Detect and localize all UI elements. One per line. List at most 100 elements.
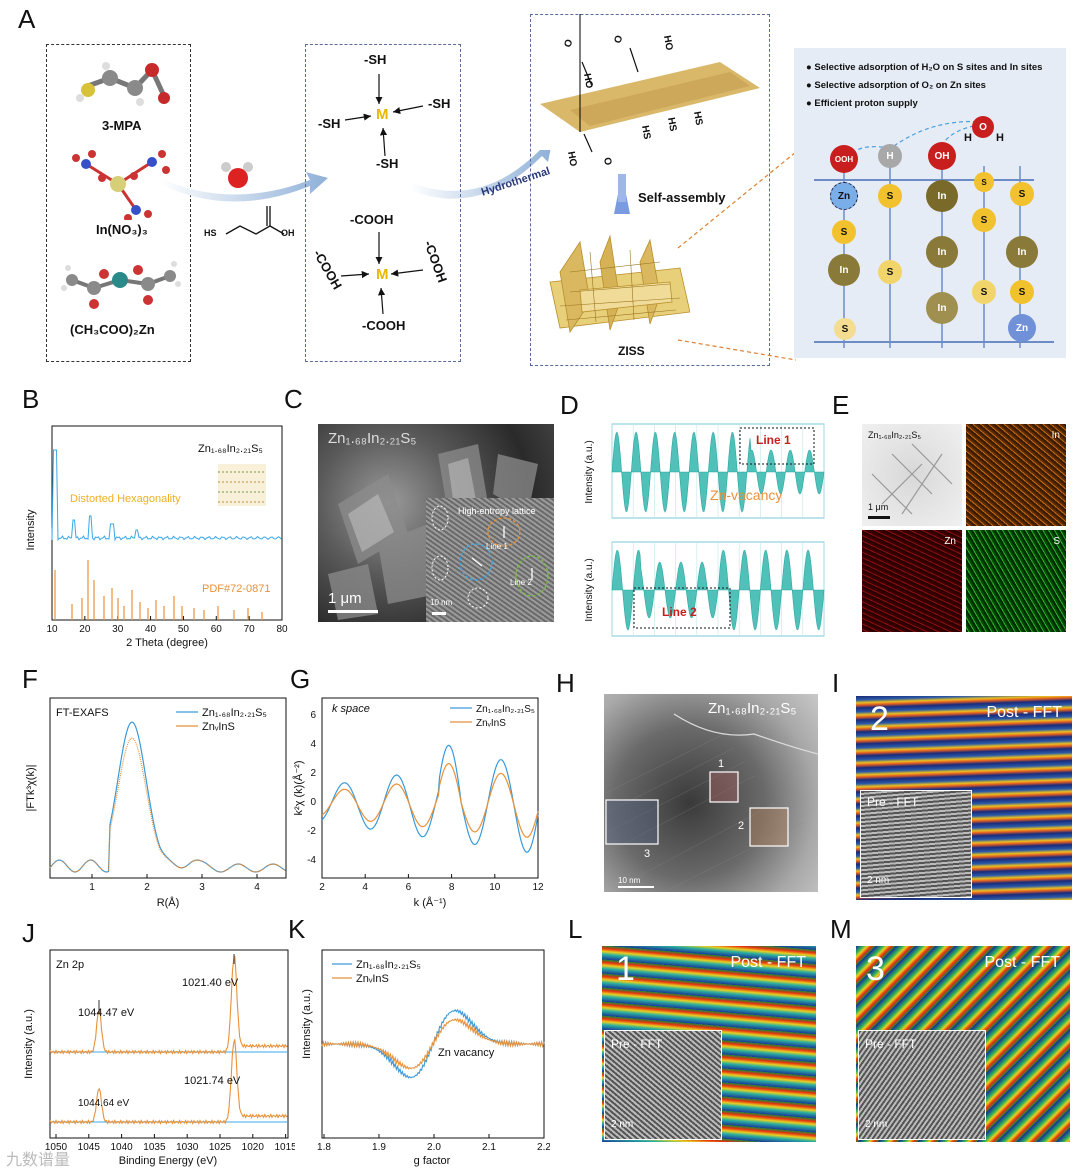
xrd-xtick: 80 xyxy=(276,624,288,635)
water-h-right: H xyxy=(996,132,1004,144)
fft-1-scale: 2 nm xyxy=(611,1119,634,1130)
hrtem-region-2: 2 xyxy=(738,820,745,832)
k-xticks: 2 4 6 8 10 12 xyxy=(319,874,544,893)
fft-1-pre: Pre - FFT xyxy=(611,1037,663,1051)
k-legend-2: ZnᵥInS xyxy=(476,718,506,729)
k-xtick: 8 xyxy=(449,882,455,893)
hrtem-scale: 10 nm xyxy=(618,876,641,885)
epr-annotation: Zn vacancy xyxy=(438,1047,495,1059)
precursor-box xyxy=(46,44,191,362)
ft-exafs-chart: |FTk³χ(k)| FT-EXAFS Zn₁.₆₈In₂.₂₁S₅ ZnᵥIn… xyxy=(25,697,287,909)
assembly-box xyxy=(530,14,770,366)
ft-xticks: 1 2 3 4 xyxy=(89,874,260,893)
atom-s-2: S xyxy=(974,172,994,192)
in-map-label: In xyxy=(1051,430,1060,441)
xps-peak-2: 1044.47 eV xyxy=(78,1007,135,1019)
xps-bottom-curve xyxy=(49,1039,288,1125)
xrd-compound: Zn₁.₆₈In₂.₂₁S₅ xyxy=(198,443,263,455)
zinc-acetate-molecule-icon xyxy=(61,261,181,309)
atom-oh: OH xyxy=(928,142,956,170)
atom-h: H xyxy=(878,144,902,168)
xrd-xticks: 10 20 30 40 50 60 70 80 xyxy=(46,616,288,635)
k-ytick: 6 xyxy=(310,710,316,721)
epr-xlabel: g factor xyxy=(414,1155,451,1167)
epr-xtick: 2.0 xyxy=(427,1142,441,1153)
mpa-molecule-icon xyxy=(76,62,170,106)
svg-text:O: O xyxy=(612,34,625,45)
xps-peak-4: 1044.64 eV xyxy=(78,1098,129,1109)
ft-xtick: 3 xyxy=(199,882,205,893)
xrd-xtick: 40 xyxy=(145,624,157,635)
line2-box xyxy=(633,587,731,629)
mpa-sh-label: HS xyxy=(204,228,217,238)
svg-text:HS: HS xyxy=(665,117,678,133)
sem-scale-bar xyxy=(328,610,378,613)
epr-xtick: 2.2 xyxy=(537,1142,550,1153)
cooh-bottom: -COOH xyxy=(362,318,406,333)
k-xtick: 10 xyxy=(489,882,501,893)
atom-zn-vacancy: Zn xyxy=(830,182,858,210)
panel-label-a: A xyxy=(18,4,36,34)
sh-right: -SH xyxy=(428,96,451,111)
epr-legend-1: Zn₁.₆₈In₂.₂₁S₅ xyxy=(356,959,421,971)
atom-s-7: S xyxy=(972,280,996,304)
tem-map-scale: 1 μm xyxy=(868,502,889,512)
atom-zn: Zn xyxy=(1008,314,1036,342)
epr-chart: Intensity (a.u.) Zn₁.₆₈In₂.₂₁S₅ ZnᵥInS Z… xyxy=(301,949,550,1167)
xps-xticks: 1050 1045 1040 1035 1030 1025 1020 1015 xyxy=(45,1134,295,1153)
zn-vacancy-label: Zn-vacancy xyxy=(710,487,782,503)
k-ytick: -4 xyxy=(307,855,316,866)
fft-2-post: Post - FFT xyxy=(986,704,1062,721)
line-profile-bottom-ylabel: Intensity (a.u.) xyxy=(584,558,595,621)
fft-3-pre: Pre - FFT xyxy=(865,1037,917,1051)
bullet-2-text: Selective adsorption of O₂ on Zn sites xyxy=(814,80,986,91)
bullet-3-text: Efficient proton supply xyxy=(814,98,918,109)
xps-peak-1: 1021.40 eV xyxy=(182,977,239,989)
water-h-left: H xyxy=(964,132,972,144)
indium-nitrate-molecule-icon xyxy=(72,150,170,220)
sem-texture xyxy=(328,444,538,620)
panel-label-f: F xyxy=(22,664,38,694)
line1-box xyxy=(739,427,815,465)
panel-label-i: I xyxy=(832,668,840,698)
xps-title: Zn 2p xyxy=(56,959,84,971)
xps-xlabel: Binding Energy (eV) xyxy=(119,1155,217,1167)
mpa-oh-label: OH xyxy=(281,228,295,238)
sh-left: -SH xyxy=(318,116,341,131)
svg-text:HS: HS xyxy=(691,111,704,127)
panel-label-h: H xyxy=(556,668,575,698)
fft-map-1: 1 Post - FFT Pre - FFT 2 nm xyxy=(602,946,816,1142)
k-legend-1: Zn₁.₆₈In₂.₂₁S₅ xyxy=(476,704,535,715)
fft-map-3: 3 Post - FFT Pre - FFT 2 nm xyxy=(856,946,1070,1142)
ft-legend-2: ZnᵥInS xyxy=(202,721,235,733)
panel-label-k: K xyxy=(288,914,306,944)
line1-label: Line 1 xyxy=(756,433,791,447)
bullet-3: ● Efficient proton supply xyxy=(806,98,918,109)
hrtem-region-3: 3 xyxy=(644,848,651,860)
xps-xtick: 1045 xyxy=(78,1142,101,1153)
k-space-xlabel: k (Å⁻¹) xyxy=(414,896,447,909)
epr-xticks: 1.8 1.9 2.0 2.1 2.2 xyxy=(317,1134,550,1153)
xrd-xtick: 20 xyxy=(79,624,91,635)
k-ytick: 4 xyxy=(310,739,316,750)
xps-ylabel: Intensity (a.u.) xyxy=(23,1009,35,1079)
metal-center-bottom: M xyxy=(376,266,389,283)
hrtem-texture xyxy=(604,713,818,892)
xrd-pattern-line xyxy=(51,449,282,542)
atom-in-5: In xyxy=(926,292,958,324)
svg-text:HS: HS xyxy=(639,125,652,141)
ft-xtick: 1 xyxy=(89,882,95,893)
ziss-flower-graphic xyxy=(549,234,690,334)
xrd-annotation: Distorted Hexagonality xyxy=(70,493,181,505)
fft-2-number: 2 xyxy=(870,700,889,738)
zoom-connectors xyxy=(677,151,797,361)
panel-label-m: M xyxy=(830,914,852,944)
panel-label-d: D xyxy=(560,390,579,420)
svg-text:HO: HO xyxy=(565,151,578,168)
xps-xtick: 1020 xyxy=(242,1142,265,1153)
precursor-indium-nitrate: In(NO₃)₃ xyxy=(96,222,148,237)
coordination-arrows xyxy=(340,74,424,315)
water-molecule-icon xyxy=(221,162,253,188)
water-oxygen-atom: O xyxy=(972,116,994,138)
ft-blue-curve xyxy=(49,721,286,873)
